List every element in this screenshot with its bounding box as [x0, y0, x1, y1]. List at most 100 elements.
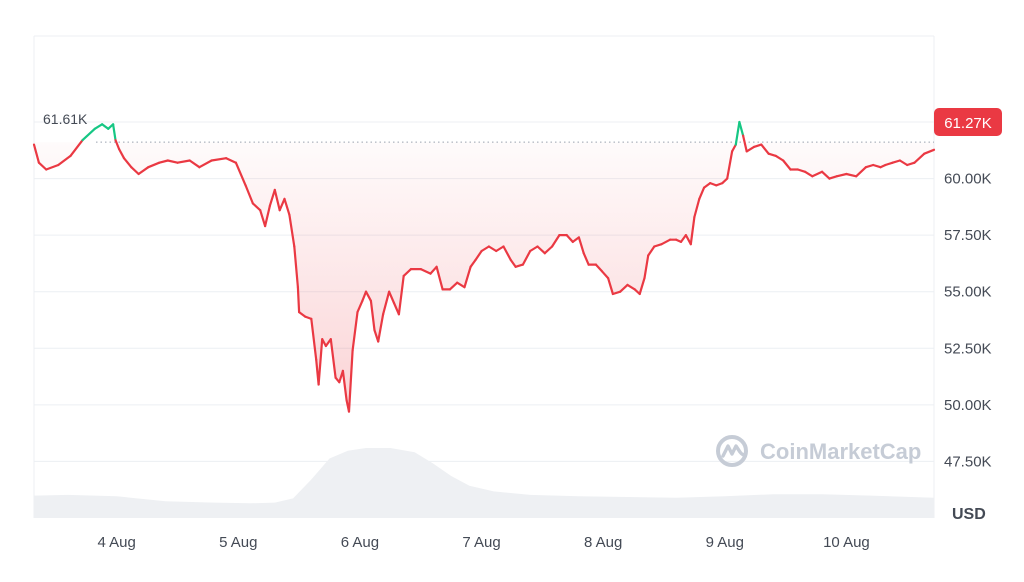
price-segment — [114, 139, 121, 151]
price-segment — [268, 188, 276, 207]
x-tick-label: 4 Aug — [98, 534, 136, 551]
price-segment — [45, 163, 60, 171]
price-segment — [402, 268, 413, 277]
price-segment — [643, 254, 650, 280]
price-segment — [734, 120, 741, 146]
price-segment — [429, 265, 438, 275]
y-tick-label: 50.00K — [944, 397, 992, 414]
volume-area — [34, 448, 934, 518]
price-segment — [884, 161, 894, 167]
price-segment — [487, 245, 498, 253]
price-segment — [278, 197, 286, 212]
price-segment — [210, 157, 228, 162]
price-segment — [702, 182, 712, 189]
price-segment — [480, 245, 490, 253]
price-segment — [57, 154, 72, 167]
y-axis-ticks: 47.50K50.00K52.50K55.00K57.50K60.00K62.5… — [944, 114, 992, 470]
price-segment — [234, 161, 247, 187]
price-segment — [158, 159, 169, 164]
x-tick-label: 10 Aug — [823, 534, 870, 551]
price-segment — [259, 209, 267, 228]
price-segment — [726, 150, 734, 180]
price-segment — [111, 123, 117, 142]
x-tick-label: 7 Aug — [462, 534, 500, 551]
price-line — [32, 120, 936, 413]
coinmarketcap-watermark: CoinMarketCap — [716, 435, 921, 467]
price-segment — [906, 161, 916, 167]
x-tick-label: 6 Aug — [341, 534, 379, 551]
price-segment — [397, 274, 405, 316]
price-segment — [435, 265, 444, 291]
price-segment — [288, 213, 296, 248]
x-tick-label: 9 Aug — [706, 534, 744, 551]
price-segment — [752, 143, 763, 148]
price-segment — [811, 170, 824, 178]
price-segment — [347, 349, 354, 413]
price-segment — [835, 172, 848, 178]
price-segment — [543, 245, 554, 255]
price-segment — [81, 127, 96, 142]
price-segment — [419, 268, 432, 275]
price-segment — [369, 299, 376, 332]
price-segment — [474, 249, 483, 262]
price-segment — [693, 197, 701, 219]
price-segment — [514, 263, 525, 268]
price-segment — [828, 175, 838, 180]
price-segment — [536, 245, 546, 255]
price-segment — [166, 159, 179, 164]
price-segment — [225, 157, 237, 164]
price-segment — [364, 290, 372, 302]
price-segment — [679, 234, 688, 243]
price-segment — [698, 186, 706, 200]
price-segment — [382, 290, 391, 316]
coinmarketcap-logo-icon — [716, 435, 748, 467]
price-segment — [767, 152, 778, 157]
price-segment — [600, 270, 610, 280]
current-price-label: 61.27K — [944, 115, 992, 132]
volume-shape — [34, 448, 934, 518]
price-segment — [845, 172, 858, 178]
price-segment — [317, 338, 324, 386]
x-axis-ticks: 4 Aug 5 Aug 6 Aug 7 Aug 8 Aug 9 Aug 10 Aug — [98, 534, 870, 551]
price-segment — [456, 281, 466, 289]
price-segment — [361, 290, 368, 302]
price-segment — [502, 245, 512, 262]
price-segment — [122, 157, 133, 169]
currency-unit-label: USD — [952, 506, 986, 523]
price-segment — [738, 120, 745, 137]
price-segment — [577, 236, 585, 255]
price-segment — [244, 184, 254, 205]
price-segment — [594, 263, 604, 273]
price-segment — [273, 188, 281, 212]
price-segment — [176, 159, 191, 164]
x-tick-label: 8 Aug — [584, 534, 622, 551]
price-segment — [913, 152, 926, 164]
price-segment — [796, 168, 807, 173]
price-segment — [448, 281, 459, 291]
y-tick-label: 47.50K — [944, 453, 992, 470]
price-segment — [660, 238, 672, 246]
current-price-badge-bg — [934, 108, 1002, 136]
price-segment — [388, 290, 396, 305]
price-segment — [606, 277, 615, 296]
price-segment — [774, 154, 785, 162]
price-segment — [898, 159, 909, 167]
price-segment — [891, 159, 902, 164]
price-segment — [521, 249, 532, 266]
price-segment — [321, 338, 327, 348]
price-segment — [188, 159, 201, 169]
price-segment — [855, 166, 868, 178]
price-segment — [529, 245, 539, 253]
price-segment — [689, 215, 696, 246]
price-segment — [582, 252, 590, 266]
price-segment — [626, 283, 636, 291]
price-segment — [198, 159, 213, 169]
price-segment — [923, 148, 936, 155]
price-segment — [864, 163, 875, 169]
price-segment — [351, 311, 359, 352]
price-segment — [550, 234, 561, 248]
watermark-label: CoinMarketCap — [760, 439, 921, 464]
price-segment — [117, 148, 126, 160]
price-segment — [100, 123, 110, 130]
